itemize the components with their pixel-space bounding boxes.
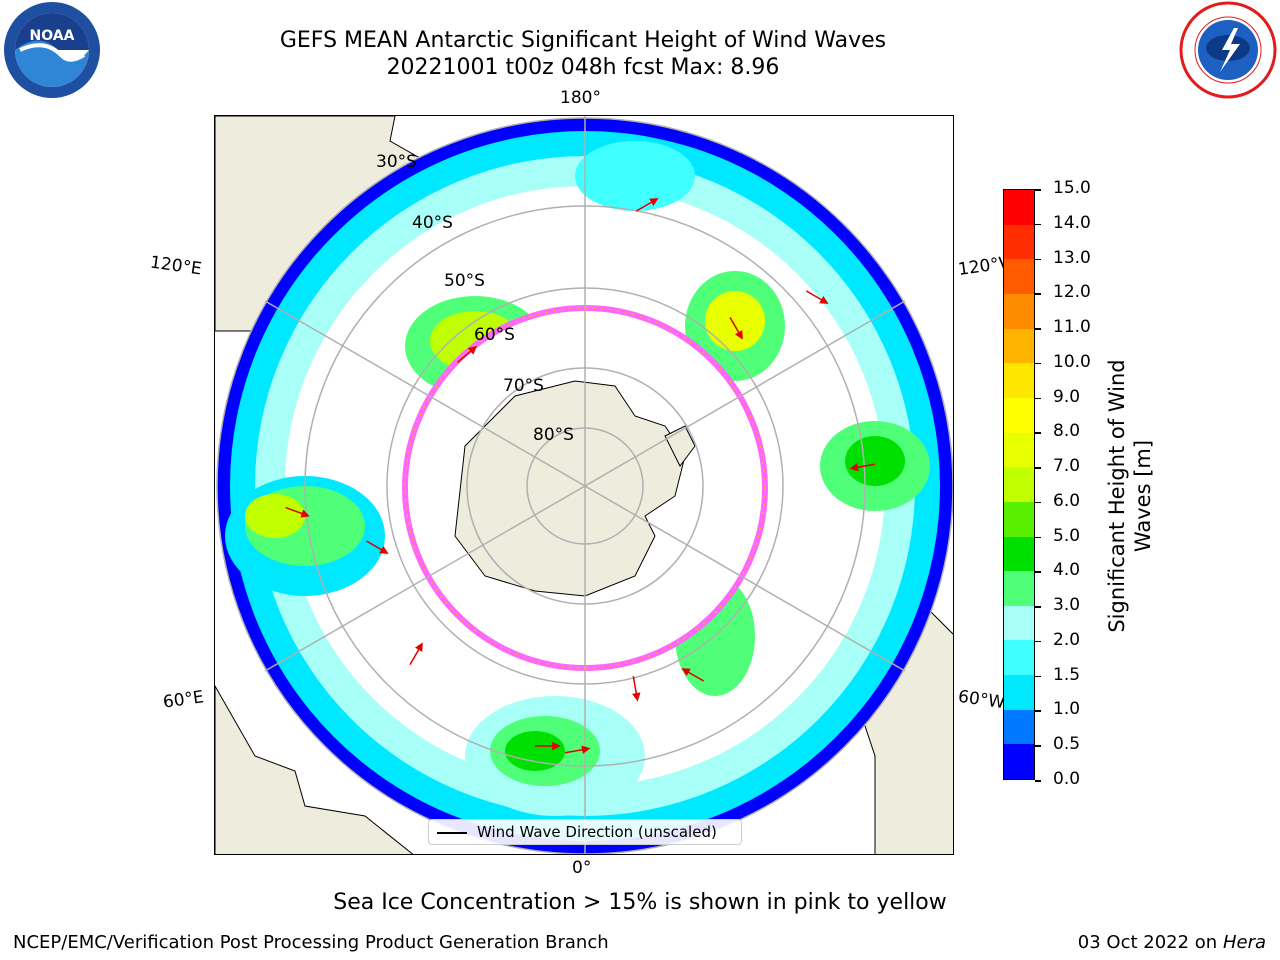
colorbar-tick-label: 1.0: [1053, 699, 1081, 720]
colorbar-label-text: Significant Height of Wind Waves [m]: [1105, 359, 1155, 633]
legend-line-swatch: [437, 832, 467, 834]
colorbar-band: [1004, 709, 1034, 745]
colorbar-tick-label: 1.5: [1053, 664, 1081, 685]
colorbar-tick-mark: [1035, 258, 1041, 261]
colorbar-tick-mark: [1035, 397, 1041, 400]
lon-label-0: 0°: [572, 858, 592, 878]
colorbar-tick-label: 0.0: [1053, 769, 1081, 789]
chart-title-line2: 20221001 t00z 048h fcst Max: 8.96: [386, 55, 780, 80]
colorbar-band: [1004, 294, 1034, 329]
colorbar-band: [1004, 432, 1034, 468]
colorbar-band: [1004, 190, 1034, 225]
lat-label-70s: 70°S: [503, 376, 544, 396]
colorbar-band: [1004, 397, 1034, 433]
colorbar-tick-label: 15.0: [1053, 178, 1091, 198]
colorbar-band: [1004, 536, 1034, 572]
colorbar-label: Significant Height of Wind Waves [m]: [1104, 326, 1156, 666]
colorbar-tick-mark: [1035, 606, 1041, 608]
colorbar-tick-label: 2.0: [1053, 629, 1081, 650]
footer-date: 03 Oct 2022 on: [1077, 932, 1223, 953]
colorbar-band: [1004, 675, 1034, 710]
map-canvas: [215, 116, 953, 854]
colorbar-tick-mark: [1035, 675, 1041, 678]
colorbar-band: [1004, 363, 1034, 398]
colorbar-tick-label: 12.0: [1053, 282, 1091, 303]
colorbar-tick-mark: [1035, 640, 1041, 643]
colorbar-tick-label: 4.0: [1053, 560, 1081, 581]
lon-label-60w: 60°W: [956, 686, 1007, 714]
colorbar-tick-mark: [1035, 501, 1041, 504]
colorbar-band: [1004, 467, 1034, 502]
colorbar-tick-mark: [1035, 467, 1041, 469]
colorbar-tick-label: 14.0: [1053, 212, 1091, 233]
colorbar-band: [1004, 328, 1034, 364]
colorbar-tick-mark: [1035, 293, 1041, 295]
colorbar-tick-label: 8.0: [1053, 421, 1081, 442]
colorbar-tick-label: 11.0: [1053, 317, 1091, 338]
footer-right: 03 Oct 2022 on Hera: [1078, 932, 1266, 953]
colorbar-tick-mark: [1035, 780, 1041, 782]
wind-wave-arrows: [285, 198, 875, 754]
lon-label-180: 180°: [560, 88, 601, 108]
lat-label-60s: 60°S: [474, 325, 515, 345]
graticule: [216, 116, 953, 854]
noaa-logo: NOAA: [0, 0, 105, 100]
footer-host: Hera: [1222, 932, 1266, 953]
colorbar-tick-mark: [1035, 710, 1041, 712]
footer-left: NCEP/EMC/Verification Post Processing Pr…: [13, 932, 609, 953]
colorbar-tick-mark: [1035, 328, 1041, 330]
colorbar-tick-mark: [1035, 189, 1041, 191]
colorbar-tick-label: 13.0: [1053, 247, 1091, 268]
chart-title-line1: GEFS MEAN Antarctic Significant Height o…: [279, 28, 887, 53]
colorbar-tick-label: 0.5: [1053, 734, 1081, 755]
colorbar-band: [1004, 640, 1034, 676]
colorbar-band: [1004, 605, 1034, 641]
nws-logo: [1178, 0, 1278, 100]
colorbar-tick-mark: [1035, 571, 1041, 573]
lat-label-50s: 50°S: [444, 271, 485, 291]
lat-label-30s: 30°S: [376, 152, 417, 172]
colorbar-band: [1004, 259, 1034, 295]
lon-label-120e: 120°E: [148, 252, 203, 280]
lat-label-80s: 80°S: [533, 425, 574, 445]
sea-ice-caption: Sea Ice Concentration > 15% is shown in …: [333, 890, 947, 915]
polar-map: [214, 115, 954, 855]
colorbar: [1003, 189, 1035, 780]
colorbar-tick-mark: [1035, 223, 1041, 226]
colorbar-band: [1004, 224, 1034, 260]
wave-height-field: [217, 118, 953, 854]
colorbar-tick-label: 5.0: [1053, 525, 1081, 546]
lat-label-40s: 40°S: [412, 213, 453, 233]
colorbar-tick-mark: [1035, 362, 1041, 365]
legend-label: Wind Wave Direction (unscaled): [477, 823, 717, 841]
lon-label-60e: 60°E: [161, 687, 206, 713]
colorbar-band: [1004, 501, 1034, 537]
colorbar-tick-mark: [1035, 745, 1041, 747]
colorbar-bands: [1004, 190, 1034, 779]
colorbar-tick-mark: [1035, 536, 1041, 539]
colorbar-tick-label: 3.0: [1053, 595, 1081, 616]
map-legend: Wind Wave Direction (unscaled): [428, 819, 742, 845]
svg-text:NOAA: NOAA: [30, 28, 75, 44]
colorbar-tick-label: 6.0: [1053, 490, 1081, 511]
colorbar-band: [1004, 571, 1034, 606]
colorbar-tick-label: 7.0: [1053, 456, 1081, 477]
colorbar-tick-label: 9.0: [1053, 386, 1081, 407]
colorbar-tick-label: 10.0: [1053, 351, 1091, 372]
colorbar-band: [1004, 744, 1034, 779]
colorbar-tick-mark: [1035, 432, 1041, 434]
